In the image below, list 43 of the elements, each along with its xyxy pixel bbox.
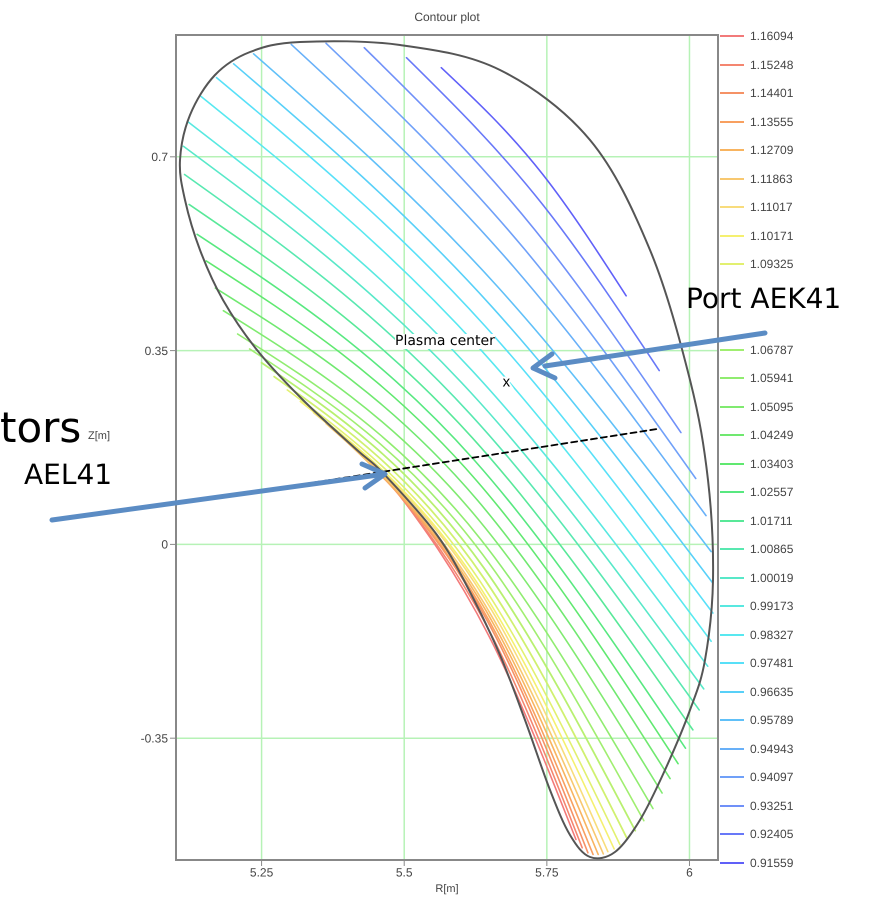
legend-label: 1.09325 [750, 257, 794, 271]
legend-label: 1.06787 [750, 342, 794, 356]
legend-label: 0.95789 [750, 713, 794, 727]
legend-label: 1.13555 [750, 114, 794, 128]
legend-label: 1.00019 [750, 570, 794, 584]
text: tors [0, 403, 82, 452]
y-tick-label: -0.35 [140, 731, 168, 746]
legend-label: 0.93251 [750, 798, 794, 812]
chart-title: Contour plot [413, 10, 481, 24]
x-tick-label: 5.5 [396, 866, 413, 880]
legend-label: 1.12709 [750, 143, 794, 157]
x-axis-title: R[m] [435, 883, 459, 895]
legend-label: 1.11017 [750, 200, 792, 214]
annotation: Port AEK41 [686, 282, 842, 315]
y-tick-label: 0.35 [144, 344, 168, 358]
y-tick-label: 0.7 [151, 150, 168, 164]
legend-label: 1.00865 [750, 542, 794, 556]
x-tick-label: 6 [686, 866, 694, 880]
legend-label: 1.04249 [750, 428, 794, 442]
legend-label: 1.02557 [750, 485, 794, 499]
legend-label: 0.99173 [750, 599, 794, 613]
legend-label: 0.94943 [750, 742, 794, 756]
legend-label: 1.03403 [750, 456, 794, 470]
legend-label: 0.96635 [750, 684, 794, 698]
x-tick-label: 5.75 [535, 866, 559, 880]
annotation: Plasma center [395, 333, 495, 350]
legend-label: 1.10171 [750, 228, 794, 242]
legend-label: 0.97481 [750, 656, 794, 670]
legend-label: 0.94097 [750, 770, 794, 784]
legend-label: 1.15248 [750, 58, 794, 72]
legend-label: 1.14401 [750, 86, 794, 100]
x-tick-label: 5.25 [250, 866, 274, 880]
legend-label: 1.01711 [750, 514, 792, 528]
legend-label: 0.91559 [750, 856, 794, 870]
text: AEL41 [24, 458, 112, 491]
legend-label: 0.98327 [750, 628, 794, 642]
legend-label: 1.11863 [750, 172, 792, 186]
y-tick-label: 0 [161, 538, 168, 552]
legend-label: 1.05095 [750, 400, 794, 414]
legend-label: 0.92405 [750, 827, 794, 841]
y-axis-title: Z[m] [88, 430, 110, 442]
legend-label: 1.05941 [750, 371, 794, 385]
legend-label: 1.16094 [750, 29, 794, 43]
